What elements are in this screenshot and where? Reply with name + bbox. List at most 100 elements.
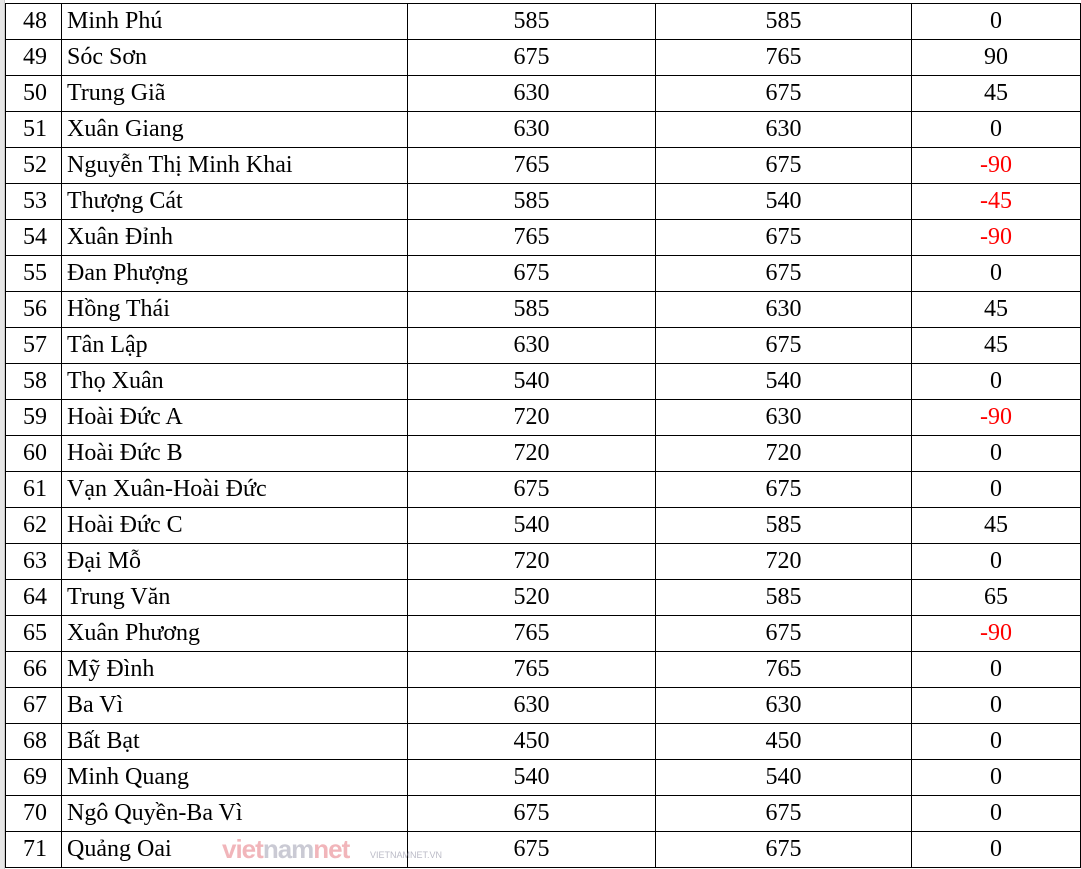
score-difference: 0: [911, 255, 1081, 292]
score-b: 630: [655, 687, 912, 724]
school-name: Nguyễn Thị Minh Khai: [61, 147, 408, 184]
score-a: 585: [407, 183, 656, 220]
score-b: 585: [655, 579, 912, 616]
school-name: Xuân Phương: [61, 615, 408, 652]
school-name: Hoài Đức A: [61, 399, 408, 436]
score-difference: 0: [911, 363, 1081, 400]
school-name: Bất Bạt: [61, 723, 408, 760]
table-row: 48 Minh Phú 585 585 0: [5, 3, 1081, 40]
score-a: 765: [407, 651, 656, 688]
row-number: 66: [5, 651, 62, 688]
table-row: 51 Xuân Giang 630 630 0: [5, 111, 1081, 148]
score-b: 675: [655, 795, 912, 832]
score-difference: 0: [911, 759, 1081, 796]
score-a: 630: [407, 327, 656, 364]
score-a: 675: [407, 795, 656, 832]
school-name: Vạn Xuân-Hoài Đức: [61, 471, 408, 508]
row-number: 63: [5, 543, 62, 580]
score-a: 585: [407, 3, 656, 40]
row-number: 62: [5, 507, 62, 544]
row-number: 60: [5, 435, 62, 472]
sheet-left-edge: [0, 0, 5, 869]
score-a: 585: [407, 291, 656, 328]
score-b: 630: [655, 291, 912, 328]
table-row: 57 Tân Lập 630 675 45: [5, 327, 1081, 364]
table-row: 69 Minh Quang 540 540 0: [5, 759, 1081, 796]
score-difference: 0: [911, 471, 1081, 508]
table-row: 63 Đại Mỗ 720 720 0: [5, 543, 1081, 580]
row-number: 71: [5, 831, 62, 868]
table-row: 59 Hoài Đức A 720 630 -90: [5, 399, 1081, 436]
table-row: 62 Hoài Đức C 540 585 45: [5, 507, 1081, 544]
score-difference: 45: [911, 327, 1081, 364]
score-a: 540: [407, 759, 656, 796]
school-name: Tân Lập: [61, 327, 408, 364]
table-row: 64 Trung Văn 520 585 65: [5, 579, 1081, 616]
score-a: 675: [407, 831, 656, 868]
score-a: 765: [407, 615, 656, 652]
score-a: 675: [407, 471, 656, 508]
row-number: 58: [5, 363, 62, 400]
school-name: Thọ Xuân: [61, 363, 408, 400]
score-a: 765: [407, 147, 656, 184]
score-b: 675: [655, 219, 912, 256]
score-a: 720: [407, 543, 656, 580]
school-name: Sóc Sơn: [61, 39, 408, 76]
score-difference: 0: [911, 651, 1081, 688]
row-number: 50: [5, 75, 62, 112]
score-difference: 45: [911, 75, 1081, 112]
table-row: 55 Đan Phượng 675 675 0: [5, 255, 1081, 292]
score-b: 540: [655, 363, 912, 400]
table-row: 68 Bất Bạt 450 450 0: [5, 723, 1081, 760]
score-difference: 0: [911, 543, 1081, 580]
row-number: 57: [5, 327, 62, 364]
score-b: 540: [655, 759, 912, 796]
row-number: 51: [5, 111, 62, 148]
score-difference: 0: [911, 723, 1081, 760]
row-number: 67: [5, 687, 62, 724]
school-name: Mỹ Đình: [61, 651, 408, 688]
score-difference: 0: [911, 3, 1081, 40]
score-a: 540: [407, 363, 656, 400]
row-number: 52: [5, 147, 62, 184]
score-difference: 0: [911, 111, 1081, 148]
score-b: 765: [655, 651, 912, 688]
score-b: 675: [655, 147, 912, 184]
table-row: 49 Sóc Sơn 675 765 90: [5, 39, 1081, 76]
score-b: 675: [655, 615, 912, 652]
table-row: 56 Hồng Thái 585 630 45: [5, 291, 1081, 328]
score-b: 450: [655, 723, 912, 760]
school-name: Hồng Thái: [61, 291, 408, 328]
score-a: 450: [407, 723, 656, 760]
score-b: 630: [655, 111, 912, 148]
score-difference: 90: [911, 39, 1081, 76]
row-number: 53: [5, 183, 62, 220]
score-a: 720: [407, 399, 656, 436]
score-difference: -45: [911, 183, 1081, 220]
score-b: 675: [655, 831, 912, 868]
row-number: 70: [5, 795, 62, 832]
row-number: 55: [5, 255, 62, 292]
row-number: 48: [5, 3, 62, 40]
score-difference: 0: [911, 435, 1081, 472]
table-row: 71 Quảng Oai 675 675 0: [5, 831, 1081, 868]
score-a: 520: [407, 579, 656, 616]
school-name: Quảng Oai: [61, 831, 408, 868]
school-name: Trung Văn: [61, 579, 408, 616]
table-row: 52 Nguyễn Thị Minh Khai 765 675 -90: [5, 147, 1081, 184]
school-name: Thượng Cát: [61, 183, 408, 220]
score-difference: 0: [911, 687, 1081, 724]
score-a: 540: [407, 507, 656, 544]
school-name: Đại Mỗ: [61, 543, 408, 580]
row-number: 56: [5, 291, 62, 328]
score-difference: 65: [911, 579, 1081, 616]
row-number: 54: [5, 219, 62, 256]
score-difference: 45: [911, 507, 1081, 544]
table-row: 61 Vạn Xuân-Hoài Đức 675 675 0: [5, 471, 1081, 508]
score-a: 630: [407, 75, 656, 112]
row-number: 61: [5, 471, 62, 508]
table-row: 54 Xuân Đỉnh 765 675 -90: [5, 219, 1081, 256]
row-number: 59: [5, 399, 62, 436]
school-name: Minh Phú: [61, 3, 408, 40]
score-b: 675: [655, 255, 912, 292]
